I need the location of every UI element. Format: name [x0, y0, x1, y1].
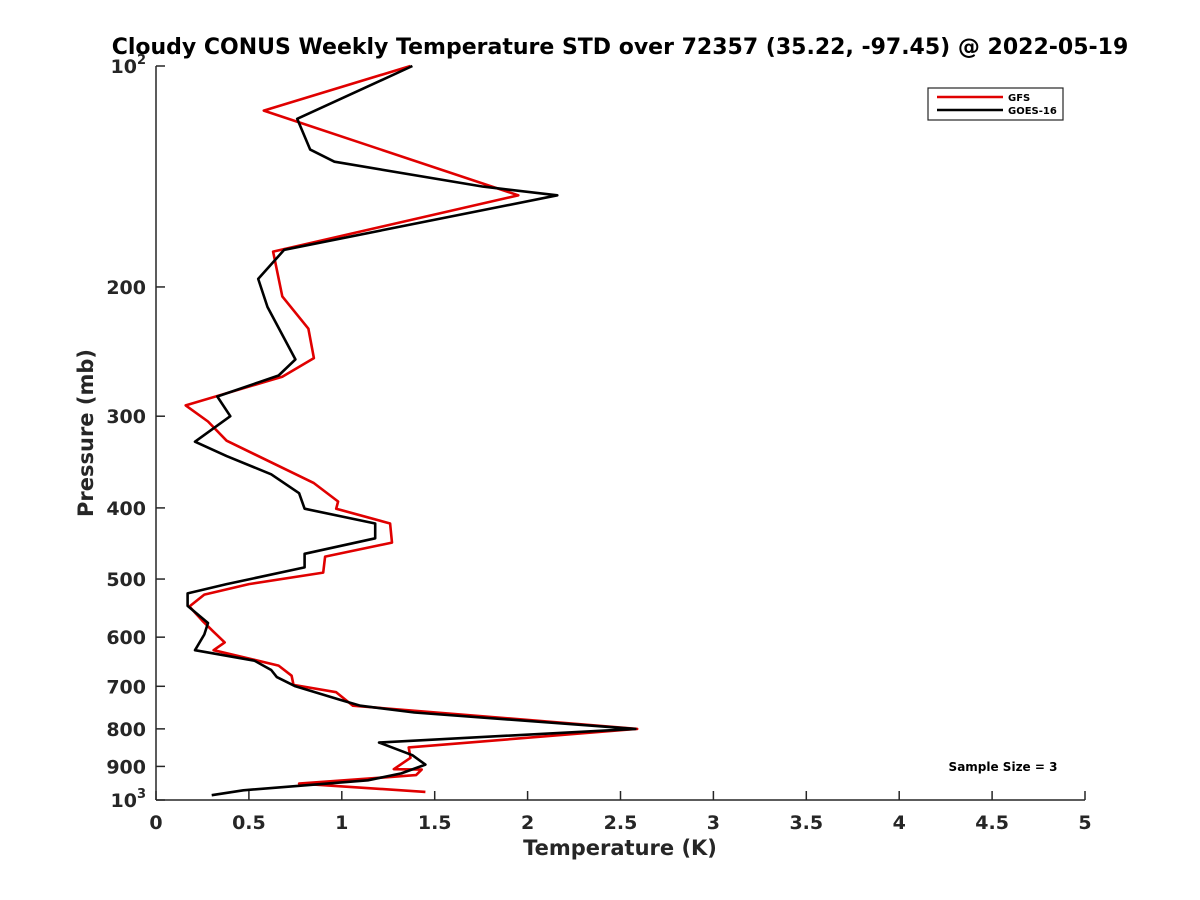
x-tick-label: 4.5 — [975, 812, 1009, 834]
chart-title: Cloudy CONUS Weekly Temperature STD over… — [112, 35, 1129, 60]
y-axis-ticks: 102 200 300 400 500 600 700 800 900 103 — [106, 53, 165, 812]
x-axis-ticks: 0 0.5 1 1.5 2 2.5 3 3.5 4 4.5 5 — [149, 791, 1092, 834]
x-tick-label: 3.5 — [789, 812, 823, 834]
legend-label-gfs: GFS — [1008, 93, 1030, 104]
y-tick-label: 700 — [106, 676, 146, 698]
x-axis-label: Temperature (K) — [523, 836, 717, 860]
y-tick-label: 400 — [106, 498, 146, 520]
y-tick-label: 102 — [111, 53, 147, 78]
series-line-gfs — [184, 64, 639, 794]
x-tick-label: 4 — [893, 812, 906, 834]
x-tick-label: 1 — [335, 812, 348, 834]
x-tick-label: 0.5 — [232, 812, 266, 834]
y-tick-label: 103 — [111, 787, 147, 812]
y-tick-label: 900 — [106, 756, 146, 778]
plot-series — [184, 64, 639, 797]
x-tick-label: 1.5 — [418, 812, 452, 834]
x-tick-label: 5 — [1078, 812, 1091, 834]
x-tick-label: 0 — [149, 812, 162, 834]
x-tick-label: 2 — [521, 812, 534, 834]
legend: GFS GOES-16 — [927, 87, 1064, 121]
y-tick-label: 600 — [106, 627, 146, 649]
y-tick-label: 500 — [106, 569, 146, 591]
y-tick-label: 800 — [106, 719, 146, 741]
sample-size-annotation: Sample Size = 3 — [949, 760, 1058, 774]
y-axis-label: Pressure (mb) — [74, 349, 98, 517]
legend-box — [927, 87, 1064, 121]
legend-label-goes16: GOES-16 — [1008, 106, 1057, 117]
series-line-goes16 — [186, 64, 637, 797]
y-tick-label: 200 — [106, 277, 146, 299]
x-tick-label: 3 — [707, 812, 720, 834]
x-tick-label: 2.5 — [604, 812, 638, 834]
y-tick-label: 300 — [106, 406, 146, 428]
